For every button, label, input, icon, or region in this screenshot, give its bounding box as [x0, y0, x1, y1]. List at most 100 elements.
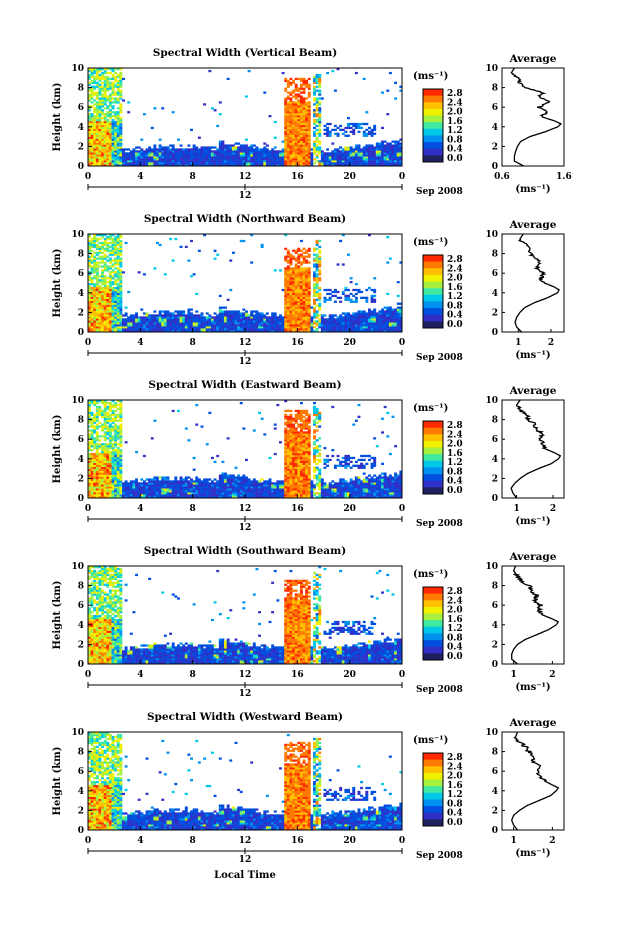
heatmap-cell: [365, 148, 369, 151]
heatmap-cell: [95, 132, 99, 135]
heatmap-cell: [93, 261, 97, 264]
heatmap-cell: [305, 288, 309, 292]
heatmap-cell: [106, 284, 110, 288]
heatmap-cell: [349, 150, 353, 153]
heatmap-cell: [294, 152, 298, 155]
heatmap-cell: [98, 464, 102, 467]
heatmap-cell: [336, 263, 340, 266]
heatmap-cell: [305, 277, 309, 280]
heatmap-cell: [106, 111, 110, 114]
heatmap-cell: [119, 259, 123, 262]
heatmap-cell: [323, 132, 327, 135]
heatmap-cell: [286, 316, 290, 319]
heatmap-cell: [370, 164, 374, 166]
heatmap-cell: [106, 277, 110, 280]
heatmap-cell: [226, 154, 230, 157]
heatmap-cell: [93, 484, 97, 487]
heatmap-cell: [289, 326, 293, 329]
heatmap-cell: [218, 140, 222, 143]
heatmap-cell: [111, 243, 115, 247]
heatmap-cell: [302, 330, 306, 332]
heatmap-cell: [370, 132, 374, 135]
heatmap-cell: [315, 286, 319, 290]
heatmap-cell: [114, 492, 118, 495]
heatmap-cell: [145, 320, 149, 323]
heatmap-cell: [174, 320, 178, 323]
heatmap-cell: [95, 142, 99, 145]
heatmap-cell: [284, 77, 288, 81]
heatmap-cell: [297, 261, 301, 264]
heatmap-cell: [339, 162, 343, 165]
heatmap-cell: [93, 75, 97, 79]
heatmap-cell: [111, 164, 115, 166]
heatmap-cell: [399, 144, 402, 147]
heatmap-cell: [88, 464, 91, 467]
heatmap-cell: [213, 322, 217, 325]
heatmap-cell: [114, 456, 118, 460]
heatmap-cell: [388, 152, 392, 155]
heatmap-cell: [111, 290, 115, 294]
heatmap-cell: [119, 103, 123, 106]
heatmap-cell: [210, 328, 214, 331]
heatmap-cell: [286, 328, 290, 331]
heatmap-cell: [370, 152, 374, 155]
heatmap-cell: [114, 158, 118, 161]
heatmap-cell: [111, 234, 115, 237]
heatmap-cell: [320, 154, 324, 157]
heatmap-cell: [388, 257, 392, 260]
heatmap-cell: [90, 306, 94, 309]
heatmap-cell: [383, 322, 387, 325]
heatmap-cell: [166, 160, 170, 163]
heatmap-cell: [108, 103, 112, 106]
heatmap-cell: [224, 326, 227, 329]
heatmap-cell: [122, 162, 125, 165]
heatmap-cell: [119, 318, 123, 321]
y-tick-label: 8: [78, 250, 84, 260]
heatmap-cell: [391, 322, 395, 325]
heatmap-cell: [93, 472, 97, 475]
heatmap-cell: [250, 316, 254, 319]
heatmap-cell: [119, 107, 123, 110]
heatmap-cell: [286, 81, 290, 84]
heatmap-cell: [200, 312, 204, 315]
heatmap-cell: [111, 126, 115, 130]
heatmap-cell: [307, 138, 311, 141]
heatmap-cell: [95, 124, 99, 128]
heatmap-cell: [106, 464, 110, 467]
heatmap-cell: [357, 164, 361, 166]
heatmap-cell: [279, 328, 282, 331]
heatmap-cell: [106, 429, 110, 432]
heatmap-cell: [284, 146, 288, 149]
heatmap-cell: [101, 456, 104, 460]
heatmap-cell: [111, 419, 115, 422]
heatmap-cell: [242, 148, 246, 151]
heatmap-cell: [349, 162, 353, 165]
heatmap-cell: [176, 324, 180, 327]
heatmap-cell: [93, 146, 97, 149]
heatmap-cell: [323, 158, 327, 161]
heatmap-cell: [333, 290, 337, 294]
heatmap-cell: [218, 158, 222, 161]
heatmap-cell: [237, 154, 241, 157]
heatmap-cell: [174, 314, 178, 317]
heatmap-cell: [116, 241, 120, 245]
heatmap-cell: [344, 164, 348, 166]
heatmap-cell: [93, 300, 97, 303]
heatmap-cell: [135, 322, 139, 325]
heatmap-cell: [114, 142, 118, 145]
heatmap-cell: [375, 162, 379, 165]
heatmap-cell: [150, 328, 154, 331]
heatmap-cell: [383, 154, 387, 157]
heatmap-cell: [119, 136, 123, 139]
heatmap-cell: [354, 126, 358, 130]
heatmap-cell: [279, 162, 282, 165]
heatmap-cell: [116, 255, 120, 258]
heatmap-cell: [310, 164, 314, 166]
heatmap-cell: [289, 279, 293, 282]
heatmap-cell: [108, 261, 112, 264]
heatmap-cell: [88, 142, 91, 145]
heatmap-cell: [106, 144, 110, 147]
heatmap-cell: [98, 87, 102, 90]
heatmap-cell: [129, 150, 133, 153]
heatmap-cell: [333, 314, 337, 317]
